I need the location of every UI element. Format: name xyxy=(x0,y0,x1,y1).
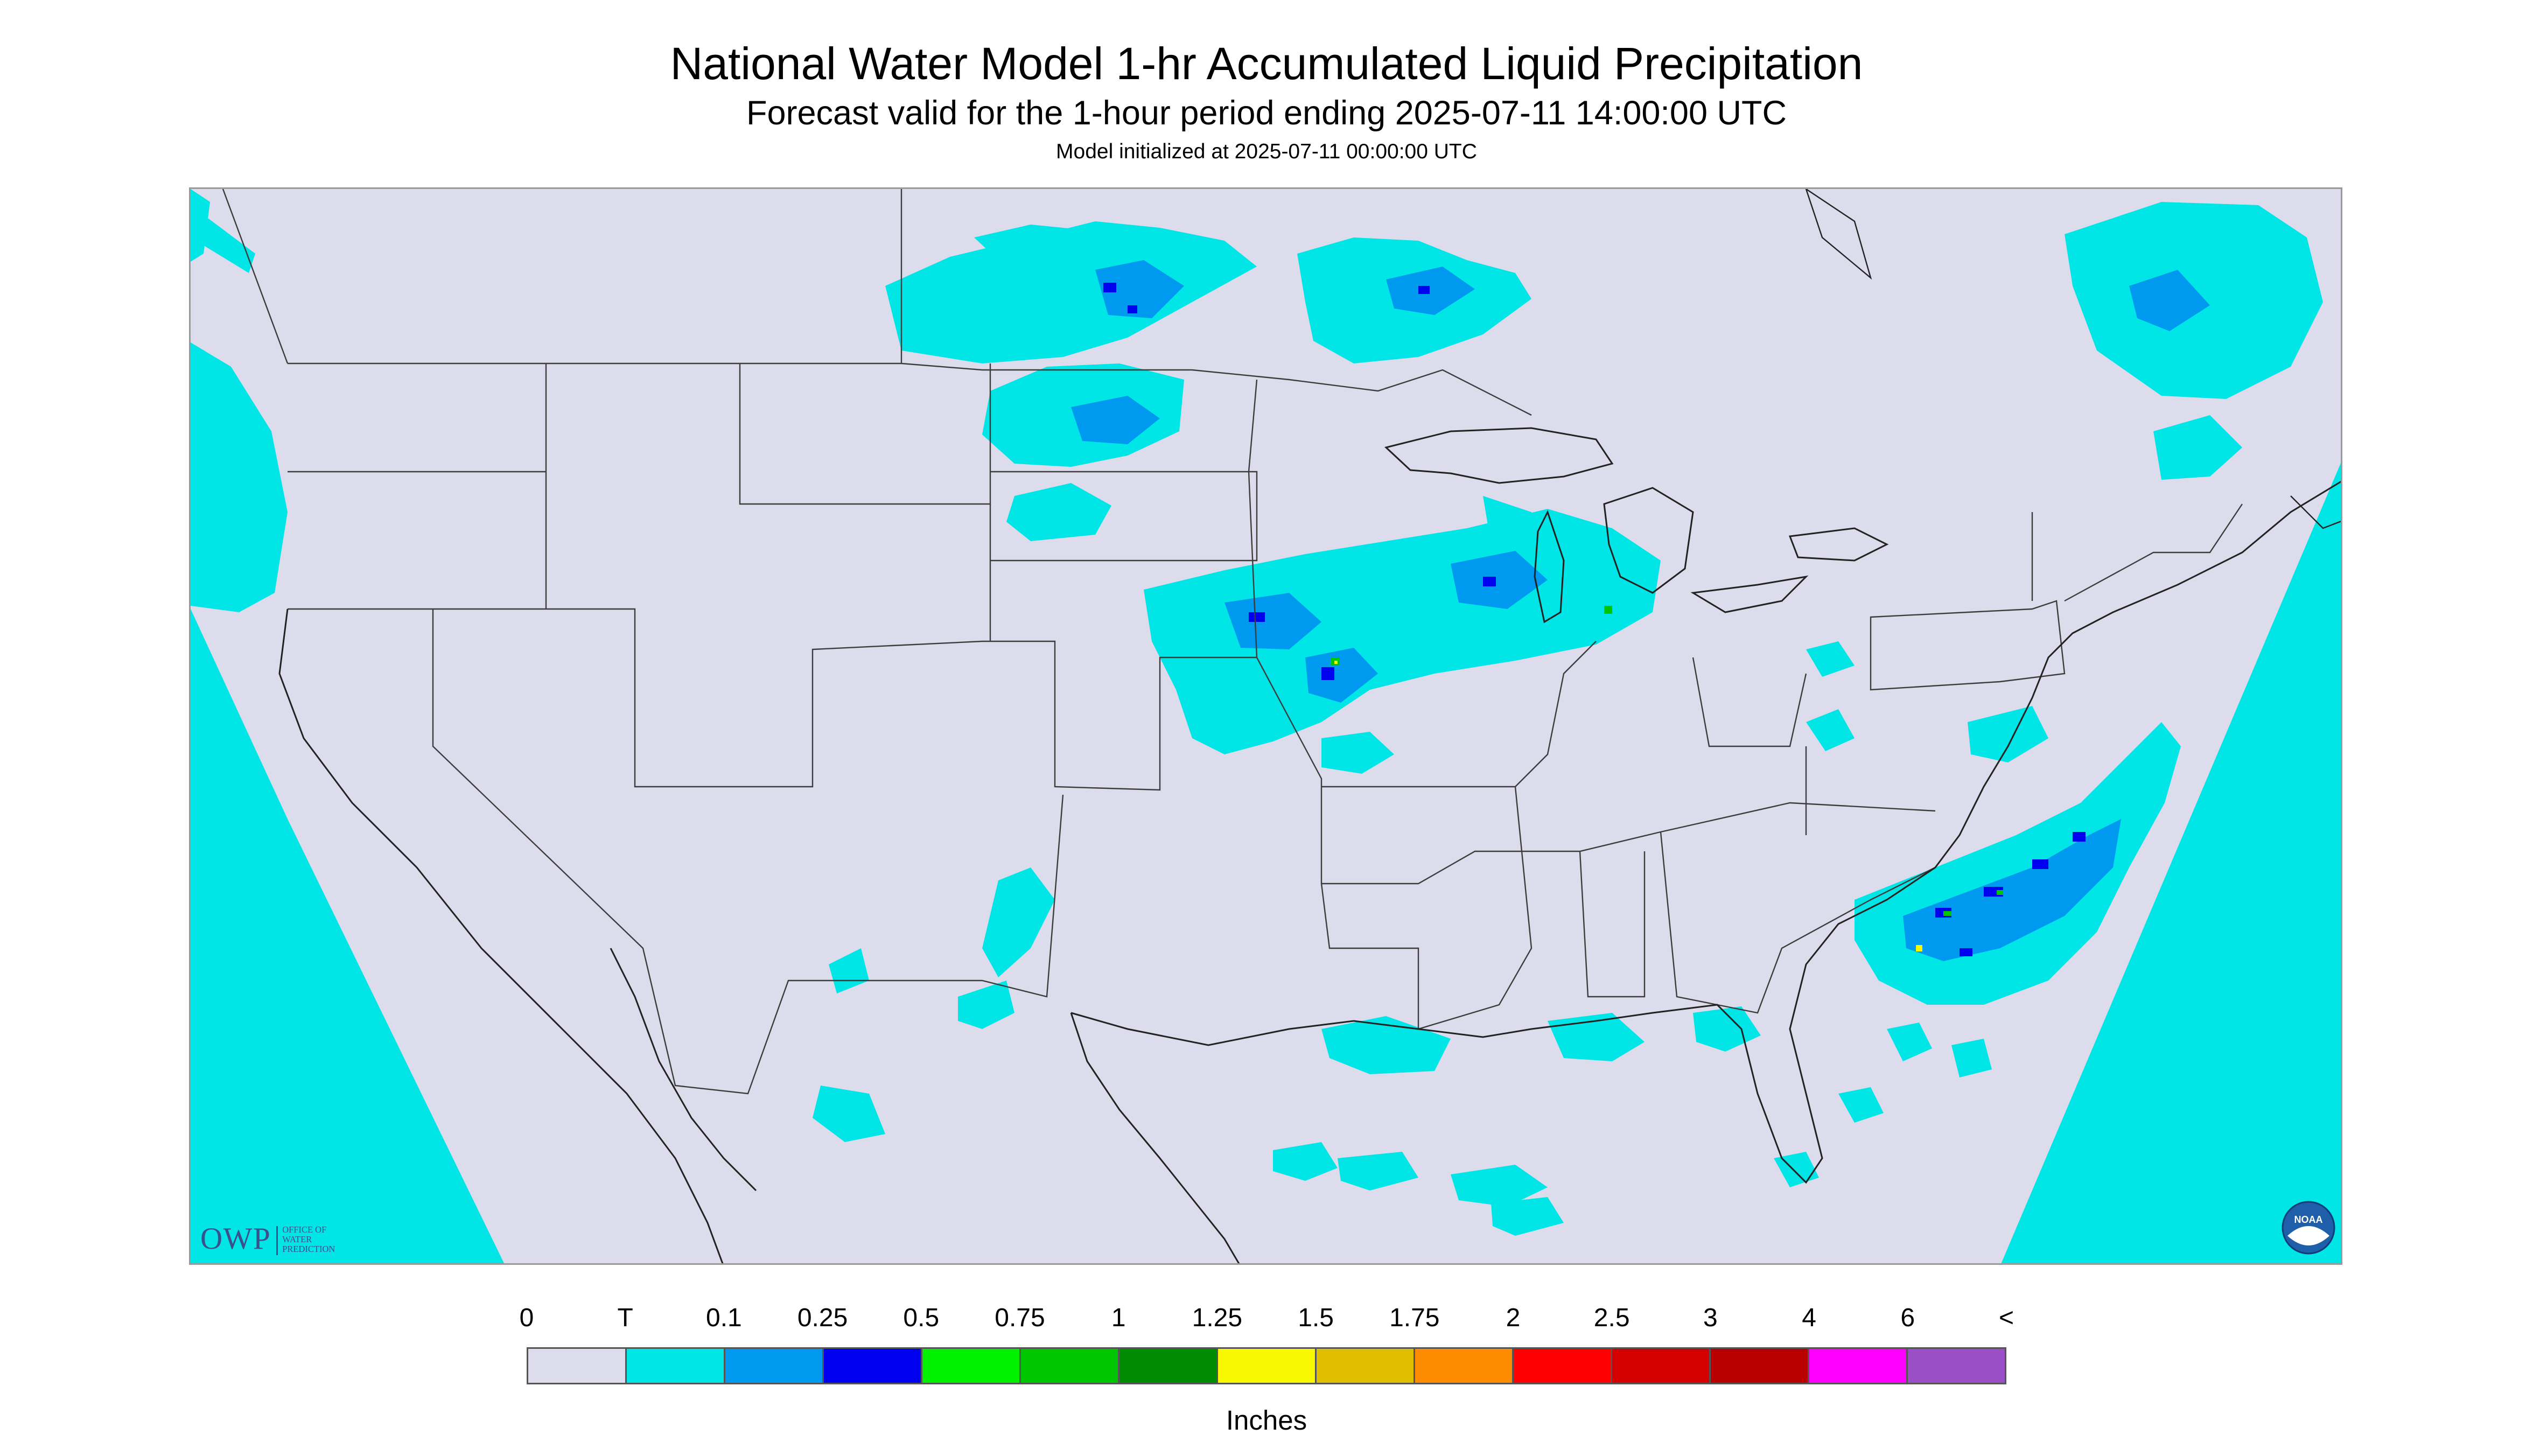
precip-upper-midwest-moderate xyxy=(1249,577,1496,680)
precip-atlantic-heavy xyxy=(1916,890,2003,951)
legend-swatch xyxy=(1711,1349,1809,1383)
owp-logo-divider xyxy=(276,1226,278,1255)
precip-northern-plains-moderate xyxy=(1103,283,1430,313)
noaa-logo: NOAA xyxy=(2282,1201,2335,1255)
legend-tick-label: < xyxy=(1998,1305,2014,1333)
legend-tick-label: 4 xyxy=(1802,1305,1816,1333)
legend-tick-label: 1 xyxy=(1111,1305,1126,1333)
legend-tick-label: 1.25 xyxy=(1192,1305,1243,1333)
model-init-line: Model initialized at 2025-07-11 00:00:00… xyxy=(1056,139,1477,163)
legend-tick-label: 1.5 xyxy=(1298,1305,1334,1333)
precip-upper-midwest-heavy xyxy=(1331,606,1612,666)
legend-swatch xyxy=(1119,1349,1218,1383)
legend-swatch xyxy=(824,1349,922,1383)
legend-swatch xyxy=(1021,1349,1119,1383)
legend-swatch xyxy=(1218,1349,1317,1383)
legend-swatch xyxy=(1514,1349,1612,1383)
owp-logo-mark: OWP xyxy=(200,1223,271,1257)
legend-tick-label: 2.5 xyxy=(1593,1305,1630,1333)
legend-units-label: Inches xyxy=(1226,1405,1307,1436)
legend-tick-label: 6 xyxy=(1900,1305,1915,1333)
coastline xyxy=(278,480,2341,1263)
legend-swatch xyxy=(528,1349,627,1383)
map-canvas xyxy=(191,189,2341,1263)
precip-southern-plains xyxy=(813,674,1257,1142)
legend-tick-label: 2 xyxy=(1506,1305,1521,1333)
legend-tick-label: 0.1 xyxy=(706,1305,742,1333)
legend-swatch xyxy=(1809,1349,1908,1383)
map-title: National Water Model 1-hr Accumulated Li… xyxy=(670,39,1863,89)
precip-pacific-nw xyxy=(191,189,288,612)
legend-swatch xyxy=(627,1349,725,1383)
precip-atlantic-light xyxy=(1903,819,2121,961)
legend-swatch xyxy=(1317,1349,1415,1383)
legend-tick-label: 0.5 xyxy=(903,1305,940,1333)
legend-tick-label: 0.75 xyxy=(995,1305,1045,1333)
precipitation-map: OWP OFFICE OF WATER PREDICTION NOAA xyxy=(189,187,2342,1265)
legend-tick-label: 0 xyxy=(519,1305,534,1333)
legend-colorbar xyxy=(527,1347,2006,1384)
forecast-valid-subtitle: Forecast valid for the 1-hour period end… xyxy=(746,95,1787,132)
precip-northern-plains-light xyxy=(1071,260,2210,444)
legend-swatch xyxy=(1908,1349,2005,1383)
legend-swatch xyxy=(725,1349,824,1383)
legend-swatch xyxy=(1612,1349,1711,1383)
legend-tick-label: T xyxy=(617,1305,633,1333)
precip-upper-midwest-light xyxy=(1224,551,1548,703)
great-lakes xyxy=(1384,427,1889,624)
hudson-coast xyxy=(1805,189,2341,529)
boundaries xyxy=(222,189,2243,1095)
outside-domain-east xyxy=(2001,463,2341,1263)
owp-logo-text: OFFICE OF WATER PREDICTION xyxy=(282,1226,335,1255)
legend-tick-label: 1.75 xyxy=(1389,1305,1440,1333)
svg-text:NOAA: NOAA xyxy=(2294,1214,2323,1225)
outside-domain-west xyxy=(191,189,505,1263)
legend-swatch xyxy=(922,1349,1021,1383)
precip-northern-plains xyxy=(885,202,2323,541)
legend-tick-label: 3 xyxy=(1703,1305,1718,1333)
legend-swatch xyxy=(1415,1349,1514,1383)
no-data-west xyxy=(191,609,529,1263)
owp-logo: OWP OFFICE OF WATER PREDICTION xyxy=(200,1223,335,1258)
precip-gulf xyxy=(1273,1006,1884,1236)
legend-tick-label: 0.25 xyxy=(797,1305,848,1333)
